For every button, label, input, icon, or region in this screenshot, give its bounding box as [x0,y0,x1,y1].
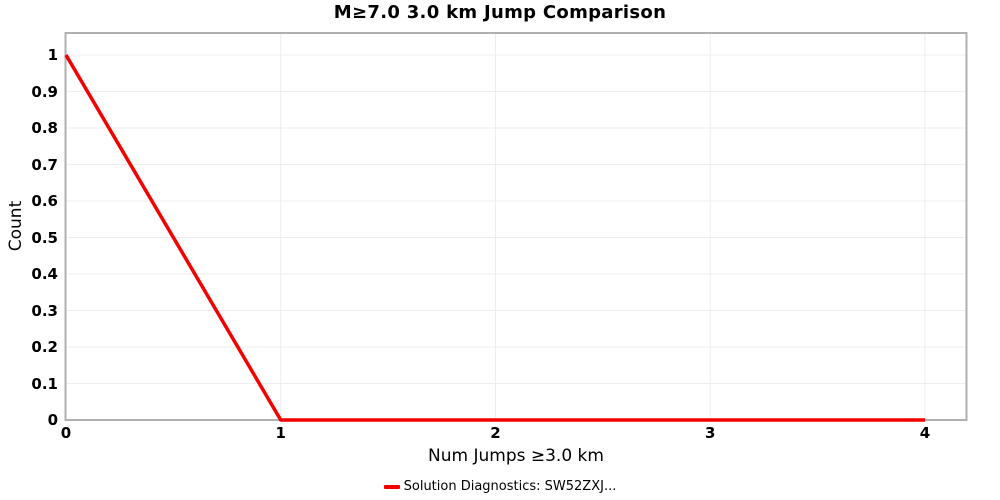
legend: Solution Diagnostics: SW52ZXJ... [0,479,1000,494]
x-axis-title: Num Jumps ≥3.0 km [428,446,604,466]
series-line [64,54,925,422]
y-tick-label: 0.9 [31,82,58,101]
y-tick-label: 0 [47,411,58,429]
y-tick-label: 0.3 [31,301,58,320]
y-tick-label: 0.4 [31,265,58,283]
x-tick-label: 4 [919,424,931,442]
y-tick-label: 0.6 [31,192,58,210]
y-tick-label: 0.8 [31,119,58,137]
chart-title: M≥7.0 3.0 km Jump Comparison [333,2,667,23]
x-tick-label: 0 [60,424,72,442]
y-tick-label: 1 [47,46,58,64]
x-tick-label: 2 [490,424,501,442]
y-tick-label: 0.7 [31,155,58,174]
y-tick-label: 0.5 [31,228,58,247]
x-tick-label: 1 [275,424,286,442]
y-tick-label: 0.2 [31,338,58,356]
legend-label: Solution Diagnostics: SW52ZXJ... [403,479,617,494]
legend-line-marker [383,484,400,489]
y-tick-label: 0.1 [31,374,58,393]
x-tick-label: 3 [705,424,716,442]
